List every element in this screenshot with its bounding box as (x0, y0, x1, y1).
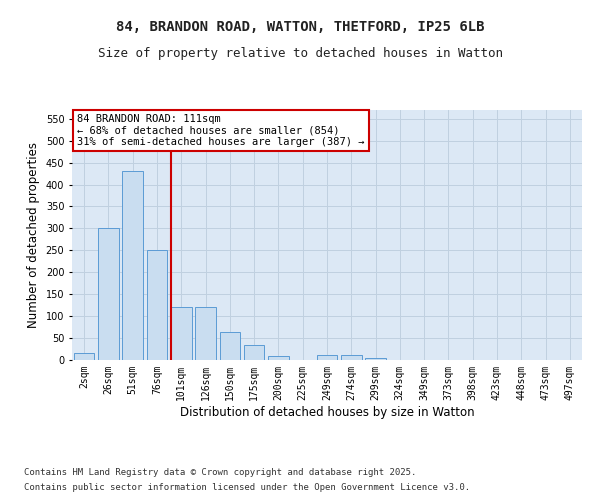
Text: Size of property relative to detached houses in Watton: Size of property relative to detached ho… (97, 48, 503, 60)
Bar (220, 332, 240, 360)
Bar (365, 358, 386, 360)
Bar (122, 172, 143, 360)
Bar (98, 228, 119, 360)
X-axis label: Distribution of detached houses by size in Watton: Distribution of detached houses by size … (179, 406, 475, 418)
Text: 84, BRANDON ROAD, WATTON, THETFORD, IP25 6LB: 84, BRANDON ROAD, WATTON, THETFORD, IP25… (116, 20, 484, 34)
Y-axis label: Number of detached properties: Number of detached properties (27, 142, 40, 328)
Bar (195, 308, 216, 360)
Bar (341, 355, 362, 360)
Bar (146, 250, 167, 360)
Text: Contains HM Land Registry data © Crown copyright and database right 2025.: Contains HM Land Registry data © Crown c… (24, 468, 416, 477)
Bar (268, 356, 289, 360)
Bar (74, 354, 94, 360)
Text: Contains public sector information licensed under the Open Government Licence v3: Contains public sector information licen… (24, 483, 470, 492)
Bar (244, 344, 265, 360)
Text: 84 BRANDON ROAD: 111sqm
← 68% of detached houses are smaller (854)
31% of semi-d: 84 BRANDON ROAD: 111sqm ← 68% of detache… (77, 114, 365, 147)
Bar (171, 308, 191, 360)
Bar (317, 355, 337, 360)
